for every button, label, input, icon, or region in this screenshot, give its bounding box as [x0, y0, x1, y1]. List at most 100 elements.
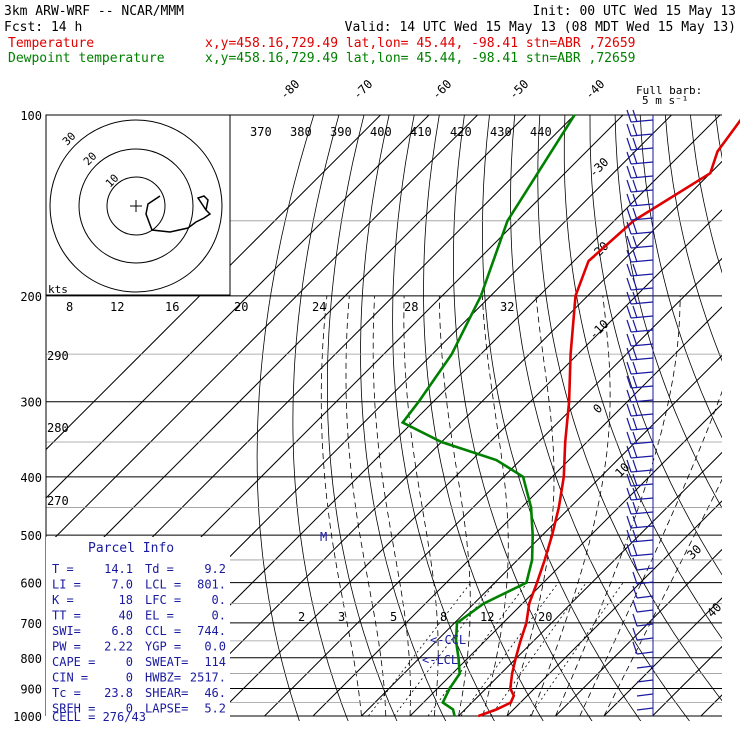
- sounding-point: [448, 687, 451, 690]
- wind-barb-feather: [632, 137, 638, 151]
- wind-barb-feather: [626, 305, 632, 319]
- parcel-info-cell: CIN =: [52, 671, 88, 685]
- dry-adiabat: [292, 115, 349, 721]
- dewpoint-points: [401, 114, 576, 717]
- wind-barb: [630, 329, 654, 333]
- wind-barb-feather: [632, 529, 638, 543]
- wind-barb: [636, 567, 654, 571]
- isotherm-line: [215, 209, 722, 717]
- wind-barb-feather: [632, 193, 638, 207]
- wind-barb: [636, 679, 654, 683]
- wind-barb-feather: [626, 459, 632, 473]
- wind-barb-feather: [632, 403, 638, 417]
- isotherm-line: [700, 694, 722, 717]
- theta-label-left: 270: [47, 494, 69, 508]
- dry-adiabat: [360, 115, 447, 721]
- wind-barb-feather: [632, 207, 638, 221]
- wind-barb-feather: [626, 291, 632, 305]
- sounding-point: [587, 260, 590, 262]
- parcel-info-cell: 9.2: [204, 562, 226, 576]
- wind-barb-feather: [632, 473, 638, 487]
- sounding-point: [495, 459, 498, 461]
- moist-adiabat: [481, 295, 509, 717]
- wind-barb-feather: [632, 389, 638, 403]
- wind-barb-feather: [632, 305, 638, 319]
- wind-barb-feather: [632, 543, 638, 557]
- sounding-point: [453, 715, 456, 717]
- wind-barb-feather: [626, 389, 632, 403]
- wind-barb: [636, 581, 654, 585]
- wind-barb-feather: [632, 347, 638, 361]
- parcel-info-cell: TT =: [52, 609, 81, 623]
- isotherm-label: -80: [277, 77, 302, 102]
- sounding-point: [551, 534, 553, 536]
- dry-adiabat: [423, 115, 544, 721]
- sounding-point: [531, 534, 534, 536]
- sounding-point: [509, 701, 512, 704]
- mixing-ratio-label: 20: [538, 610, 552, 624]
- wind-barb: [630, 357, 654, 361]
- wind-barb-feather: [632, 487, 638, 501]
- sounding-point: [452, 708, 454, 711]
- sounding-point: [417, 400, 420, 403]
- mixing-ratio-label: 5: [390, 610, 397, 624]
- dry-adiabat: [392, 115, 495, 721]
- parcel-info-cell: SREH =: [52, 702, 95, 716]
- dry-adiabat: [639, 115, 722, 439]
- wind-barb: [630, 259, 654, 263]
- sounding-point: [442, 701, 444, 704]
- sounding-point: [456, 622, 458, 624]
- wind-barb-feather: [626, 347, 632, 361]
- sounding-point: [525, 581, 528, 584]
- wind-barb-feather: [626, 417, 632, 431]
- mixing-ratio-line: [368, 582, 472, 717]
- wind-barb-feather: [626, 193, 632, 207]
- wind-barb: [630, 441, 654, 445]
- sounding-point: [564, 441, 566, 443]
- wind-barb-feather: [632, 375, 638, 389]
- wind-barb: [630, 301, 654, 305]
- moist-adiabat: [579, 390, 722, 717]
- parcel-info-title: Parcel Info: [88, 541, 174, 556]
- wind-barb: [630, 385, 654, 389]
- theta-label-top: 430: [490, 125, 512, 139]
- dry-adiabat: [715, 115, 722, 160]
- wind-barb: [630, 553, 654, 557]
- parcel-info-cell: 18: [119, 593, 133, 607]
- parcel-info-cell: LCL =: [145, 578, 181, 592]
- parcel-info-cell: 2517.: [190, 671, 226, 685]
- dry-adiabat: [256, 115, 315, 721]
- wind-barb: [630, 287, 654, 291]
- pressure-label: 300: [20, 396, 42, 410]
- moist-adiabat: [506, 295, 555, 717]
- dry-adiabat: [563, 115, 722, 640]
- parcel-cell: CELL = 276/43: [52, 710, 146, 724]
- parcel-info-box: Parcel Info T = 14.1 Td = 9.2 LI = 7.0 LCL = 80…: [46, 537, 230, 724]
- sounding-point: [495, 708, 498, 711]
- parcel-info-cell: Td =: [145, 562, 174, 576]
- dry-adiabat: [453, 115, 593, 721]
- wind-barb-feather: [632, 277, 638, 291]
- isotherm-line: [46, 115, 478, 548]
- isotherm-label: -10: [586, 317, 611, 342]
- wind-barb-feather: [626, 277, 632, 291]
- mixing-ratio-label: 12: [480, 610, 494, 624]
- wind-barb-feather: [626, 543, 632, 557]
- wind-barb-feather: [626, 207, 632, 221]
- pressure-label: 800: [20, 652, 42, 666]
- wind-barb: [630, 497, 654, 501]
- sounding-point: [709, 172, 712, 174]
- wind-barb-feather: [626, 319, 632, 333]
- wind-barb-feather: [626, 151, 632, 165]
- dry-adiabat: [510, 115, 690, 721]
- temp-legend-label: Temperature: [8, 36, 94, 51]
- wind-barb-feather: [632, 151, 638, 165]
- hodograph: 10 20 30 kts: [45, 114, 231, 296]
- sounding-point: [530, 506, 532, 509]
- parcel-info-cell: CCL =: [145, 624, 181, 638]
- isotherm-label: -50: [506, 77, 531, 102]
- sounding-point: [506, 220, 509, 222]
- sounding-point: [574, 295, 577, 297]
- parcel-info-cell: LFC =: [145, 593, 181, 607]
- wind-barb: [630, 371, 654, 375]
